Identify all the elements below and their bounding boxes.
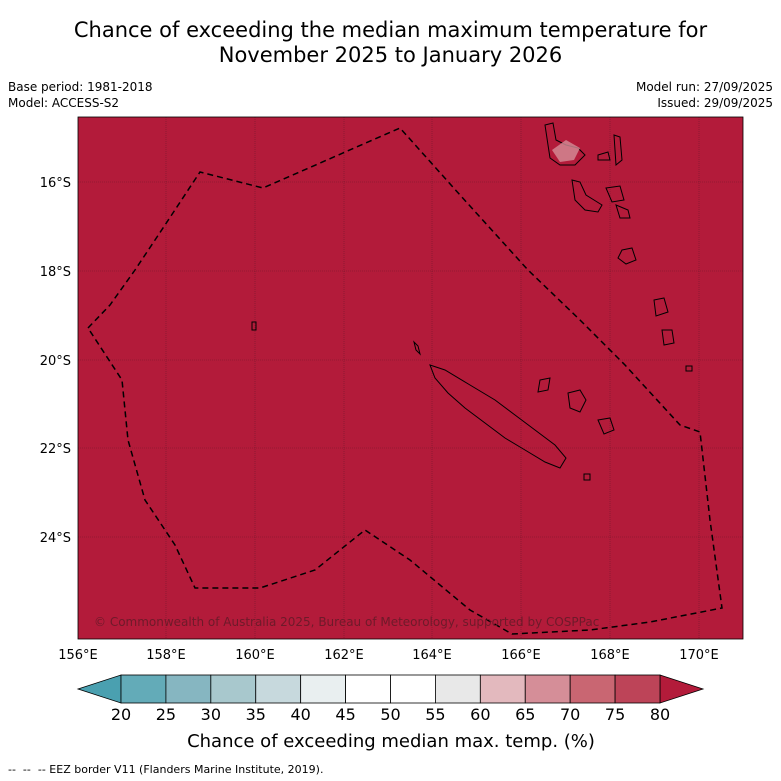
eez-legend: -- -- -- EEZ border V11 (Flanders Marine… [8, 763, 324, 776]
colorbar-tick-label: 45 [335, 705, 355, 724]
lat-tick-24s: 24°S [40, 531, 71, 546]
lon-tick-156e: 156°E [58, 648, 98, 663]
colorbar-tick-label: 55 [425, 705, 445, 724]
issued-date: Issued: 29/09/2025 [657, 96, 773, 110]
low-probability-patch [552, 140, 580, 162]
map-area [78, 117, 743, 639]
meta-right: Model run: 27/09/2025 Issued: 29/09/2025 [636, 79, 773, 111]
colorbar-tick-label: 35 [246, 705, 266, 724]
gridlines [78, 117, 743, 639]
map-title: Chance of exceeding the median maximum t… [0, 18, 781, 68]
lon-tick-168e: 168°E [590, 648, 630, 663]
loyalty-islands [413, 340, 615, 481]
model-name: Model: ACCESS-S2 [8, 96, 120, 110]
lon-tick-166e: 166°E [501, 648, 541, 663]
lat-tick-22s: 22°S [40, 442, 71, 457]
colorbar-tick-label: 30 [201, 705, 221, 724]
new-caledonia-island [429, 364, 567, 469]
lon-ticks: 156°E 158°E 160°E 162°E 164°E 166°E 168°… [58, 648, 719, 663]
colorbar-segment [255, 674, 302, 704]
lon-tick-170e: 170°E [679, 648, 719, 663]
colorbar-tick-label: 80 [650, 705, 670, 724]
colorbar-tick-label: 40 [290, 705, 310, 724]
lon-tick-158e: 158°E [146, 648, 186, 663]
colorbar-segment [479, 674, 526, 704]
colorbar-tick-label: 65 [515, 705, 535, 724]
colorbar-segment [210, 674, 257, 704]
vanuatu-islands [251, 122, 693, 372]
colorbar-label: Chance of exceeding median max. temp. (%… [187, 731, 595, 752]
colorbar-segment [569, 674, 616, 704]
lat-tick-20s: 20°S [40, 354, 71, 369]
map-frame [77, 116, 744, 640]
model-run: Model run: 27/09/2025 [635, 80, 773, 94]
colorbar-tick-label: 70 [560, 705, 580, 724]
colorbar-segment [120, 674, 167, 704]
colorbar-tick-label: 75 [605, 705, 625, 724]
lat-tick-16s: 16°S [40, 176, 71, 191]
colorbar-segment [390, 674, 436, 704]
colorbar-segment [300, 674, 346, 704]
base-period: Base period: 1981-2018 [8, 80, 153, 94]
colorbar-tick-label: 25 [156, 705, 176, 724]
meta-left: Base period: 1981-2018 Model: ACCESS-S2 [8, 79, 153, 111]
lat-ticks: 16°S 18°S 20°S 22°S 24°S [40, 176, 71, 546]
eez-border [87, 127, 723, 635]
lon-tick-164e: 164°E [412, 648, 452, 663]
colorbar-segment [614, 674, 661, 704]
lon-tick-160e: 160°E [235, 648, 275, 663]
colorbar-segment [435, 674, 481, 704]
lat-tick-18s: 18°S [40, 265, 71, 280]
colorbar-tick-label: 20 [111, 705, 131, 724]
colorbar-tick-label: 60 [470, 705, 490, 724]
colorbar-tick-label: 50 [380, 705, 400, 724]
copyright-notice: © Commonwealth of Australia 2025, Bureau… [94, 615, 599, 629]
colorbar: 20 25 30 35 40 45 50 55 60 65 70 75 80 Chance of exc… [76, 674, 705, 752]
colorbar-segment [165, 674, 212, 704]
colorbar-segment [524, 674, 571, 704]
lon-tick-162e: 162°E [324, 648, 364, 663]
colorbar-over-arrow [659, 674, 705, 704]
colorbar-under-arrow [76, 674, 122, 704]
colorbar-segment [345, 674, 391, 704]
title-line-1: Chance of exceeding the median maximum t… [73, 18, 708, 42]
title-line-2: November 2025 to January 2026 [218, 43, 563, 67]
